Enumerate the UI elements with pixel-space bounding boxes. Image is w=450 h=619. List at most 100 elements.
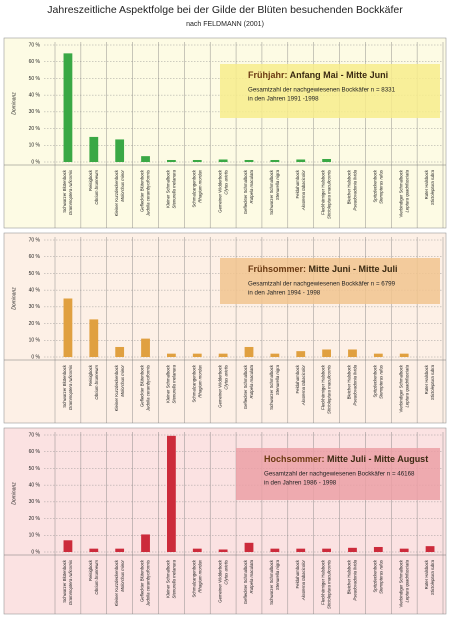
y-tick-label: 60 %	[29, 59, 41, 65]
x-tick-label: Judolia cerambyciformis	[146, 169, 151, 217]
bar	[296, 159, 306, 162]
x-tick-label: Rhagium mordax	[197, 169, 202, 203]
x-tick-label: Reisigbock	[88, 169, 93, 191]
x-tick-label: Obrium brunneum	[94, 365, 99, 400]
bar	[89, 136, 99, 162]
x-tick-label: Judolia cerambyciformis	[146, 559, 151, 607]
x-tick-label: Stenopterus rufus	[378, 169, 383, 204]
x-tick-label: Pseudovadonia livida	[353, 559, 358, 600]
x-tick-label: Schwarzer Blütenbock	[62, 559, 67, 603]
x-tick-label: Vierbindiger Schmalbock	[398, 559, 403, 607]
x-tick-label: Gefleckter Blütenbock	[140, 364, 145, 407]
x-tick-label: Rutpela maculata	[249, 559, 254, 593]
x-tick-label: Pseudovadonia livida	[353, 169, 358, 210]
bar	[244, 346, 254, 357]
y-tick-label: 30 %	[29, 109, 41, 115]
annotation-season: Frühsommer:	[248, 264, 306, 274]
x-tick-label: Spitzdeckenbock	[372, 169, 377, 202]
bar	[115, 139, 125, 162]
annotation-line: in den Jahren 1991 -1998	[248, 96, 319, 103]
y-tick-label: 60 %	[29, 254, 41, 260]
x-tick-label: Obrium brunneum	[94, 170, 99, 205]
bar	[63, 53, 73, 162]
page-subtitle: nach FELDMANN (2001)	[186, 21, 264, 28]
annotation-box	[220, 64, 440, 118]
annotation-period: Mitte Juli - Mitte August	[327, 454, 428, 464]
x-tick-label: Stenurella nigra	[275, 169, 280, 200]
x-tick-label: Schwarzer Blütenbock	[62, 169, 67, 213]
x-tick-label: Schwarzer Schmalbock	[269, 169, 274, 215]
x-tick-label: Stictoleptura rubra	[430, 364, 435, 400]
annotation-line: in den Jahren 1986 - 1998	[264, 480, 337, 487]
y-tick-label: 70 %	[29, 432, 41, 438]
y-tick-label: 50 %	[29, 466, 41, 472]
x-tick-label: Stenurella melanura	[172, 364, 177, 403]
bar	[244, 159, 254, 162]
bar	[373, 546, 383, 552]
bar	[192, 548, 202, 552]
x-tick-label: Feldahornbock	[295, 364, 300, 393]
x-tick-label: Pseudovadonia livida	[353, 364, 358, 405]
annotation-box	[236, 448, 440, 500]
bar	[218, 353, 228, 357]
x-tick-label: Rutpela maculata	[249, 364, 254, 398]
y-tick-label: 40 %	[29, 92, 41, 98]
bar	[322, 548, 331, 552]
bar	[167, 435, 176, 552]
y-axis-label: Dominanz	[11, 287, 17, 310]
bar	[373, 353, 383, 357]
bar	[63, 540, 73, 552]
annotation-heading: Frühjahr: Anfang Mai - Mitte Juni	[248, 70, 388, 80]
annotation-line: Gesamtzahl der nachgewiesenen Bockkäfer …	[248, 87, 396, 94]
y-tick-label: 30 %	[29, 304, 41, 310]
x-tick-label: Gefleckter Schmalbock	[243, 169, 248, 214]
x-tick-label: Schwarzer Schmalbock	[269, 364, 274, 410]
y-tick-label: 70 %	[29, 42, 41, 48]
x-tick-label: Stictoleptura maculicornis	[327, 559, 332, 609]
y-tick-label: 10 %	[29, 533, 41, 539]
y-tick-label: 70 %	[29, 237, 41, 243]
bar	[218, 159, 228, 162]
annotation-box	[220, 258, 440, 304]
x-tick-label: Molorchus minor	[120, 169, 125, 201]
bar	[89, 548, 99, 552]
y-tick-label: 10 %	[29, 143, 41, 149]
x-tick-label: Rutpela maculata	[249, 169, 254, 203]
x-tick-label: Judolia cerambyciformis	[146, 364, 151, 412]
x-tick-label: Roter Halsbock	[424, 559, 429, 589]
y-tick-label: 50 %	[29, 271, 41, 277]
bar	[348, 547, 357, 552]
bar	[167, 159, 176, 162]
y-tick-label: 20 %	[29, 126, 41, 132]
x-tick-label: Stenopterus rufus	[378, 559, 383, 594]
x-tick-label: Grammoptera ruficornis	[68, 169, 73, 215]
bar	[192, 353, 202, 357]
x-tick-label: Reisigbock	[88, 364, 93, 386]
x-tick-label: Stenurella melanura	[172, 559, 177, 598]
x-tick-label: Schmalzangenbock	[191, 169, 196, 207]
bar	[348, 349, 357, 357]
x-tick-label: Spitzdeckenbock	[372, 559, 377, 592]
bar	[141, 156, 150, 162]
x-tick-label: Kleiner Kurzdeckenbock	[114, 559, 119, 606]
x-tick-label: Alosterna tabacicolor	[301, 364, 306, 406]
bar	[167, 353, 176, 357]
y-tick-label: 60 %	[29, 449, 41, 455]
y-tick-label: 40 %	[29, 482, 41, 488]
x-tick-label: Bleicher Halsbock	[347, 169, 352, 204]
x-tick-label: Fleckhörniger Halsbock	[321, 559, 326, 605]
x-tick-label: Leptura quadrifasciata	[404, 364, 409, 407]
bar	[141, 338, 150, 357]
annotation-season: Hochsommer:	[264, 454, 325, 464]
annotation-heading: Frühsommer: Mitte Juni - Mitte Juli	[248, 264, 398, 274]
y-tick-label: 50 %	[29, 76, 41, 82]
x-tick-label: Alosterna tabacicolor	[301, 169, 306, 211]
x-tick-label: Stenopterus rufus	[378, 364, 383, 399]
bar	[63, 298, 73, 357]
x-tick-label: Roter Halsbock	[424, 364, 429, 394]
x-tick-label: Stictoleptura maculicornis	[327, 169, 332, 219]
bar	[218, 549, 228, 552]
x-tick-label: Bleicher Halsbock	[347, 364, 352, 399]
bar	[322, 349, 331, 357]
